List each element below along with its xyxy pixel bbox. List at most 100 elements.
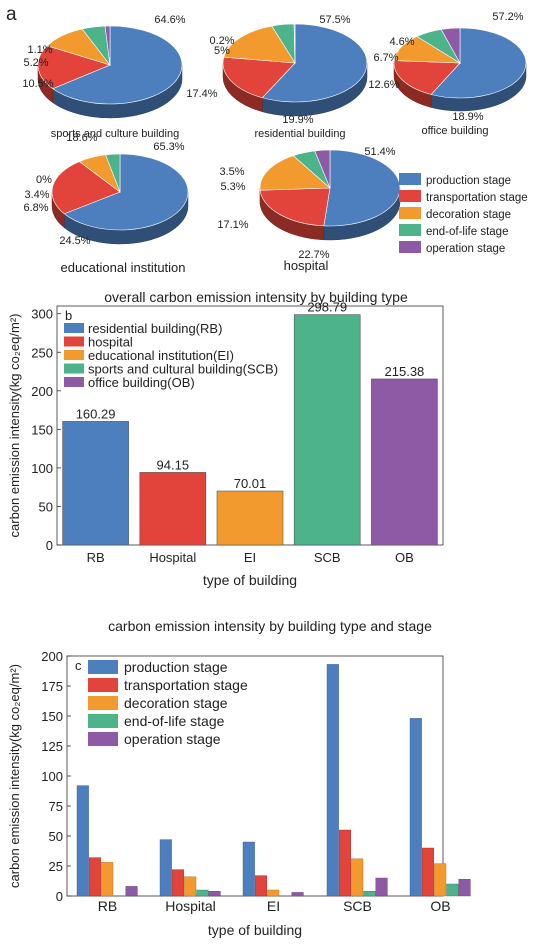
pie-slice-production-stage: [52, 25, 183, 105]
pie-slice-transportation-stage: [37, 45, 111, 90]
legend-label: educational institution(EI): [88, 348, 234, 363]
legend-label: transportation stage: [426, 192, 528, 204]
pie-slice-label: 3.5%: [219, 166, 244, 178]
pie-slice-label: 57.2%: [492, 11, 523, 23]
legend-swatch: [64, 363, 84, 374]
y-tick-label: 100: [31, 461, 53, 476]
pie-slice-transportation-stage: [259, 187, 331, 227]
bar-RB-production-stage: [76, 785, 89, 897]
pie-slice-label: 5%: [214, 45, 230, 57]
pie-slice-label: 0%: [36, 174, 52, 186]
legend-swatch: [399, 224, 421, 236]
pie-slice-label: 18.9%: [452, 111, 483, 123]
pie-4: 51.4% 22.7% 17.1% 5.3% 3.5% hospital: [217, 146, 401, 273]
bar-OB: [371, 378, 438, 546]
x-tick-label: EI: [267, 898, 280, 914]
bar-Hospital-decoration-stage: [184, 876, 197, 897]
pie-slice-decoration-stage: [259, 155, 331, 191]
pie-slice-end-of-life-stage: [105, 153, 121, 193]
legend-label: production stage: [124, 659, 228, 675]
pie-slice-label: 6.8%: [23, 202, 48, 214]
pie-title: hospital: [284, 258, 329, 273]
y-tick-label: 50: [39, 499, 53, 514]
bar-Hospital-end-of-life-stage: [196, 889, 209, 897]
panel-letter: c: [75, 658, 82, 673]
legend-label: sports and cultural building(SCB): [88, 362, 278, 377]
pie-slice-operation-stage: [293, 23, 296, 64]
y-tick-label: 250: [31, 345, 53, 360]
y-axis-label: carbon emission intensity(kg co₂eq/m²): [7, 664, 22, 888]
pie-slice-label: 5.2%: [23, 57, 48, 69]
pie-slice-operation-stage: [440, 27, 461, 65]
pie-slice-label: 17.4%: [186, 88, 217, 100]
bar-Hospital: [139, 472, 207, 546]
bar-OB-end-of-life-stage: [446, 883, 459, 897]
panel-b-overall-bar-chart: overall carbon emission intensity by bui…: [7, 289, 444, 588]
bar-EI-operation-stage: [291, 892, 304, 897]
legend-label: end-of-life stage: [426, 226, 508, 238]
x-tick-label: RB: [87, 550, 105, 565]
pie-slice-label: 1.1%: [27, 44, 52, 56]
y-tick-label: 150: [31, 422, 53, 437]
y-tick-label: 100: [41, 769, 63, 784]
legend-label: decoration stage: [426, 209, 511, 221]
bar-value-label: 70.01: [234, 476, 267, 491]
legend-swatch: [88, 678, 118, 692]
legend-swatch: [399, 190, 421, 202]
pie-slice-label: 24.5%: [59, 235, 90, 247]
pie-slice-production-stage: [430, 27, 527, 99]
y-tick-label: 125: [41, 739, 63, 754]
pie-3: 65.3% 24.5% 6.8%3.4% 0% educational institut…: [23, 141, 189, 275]
pie-slice-production-stage: [63, 153, 189, 231]
y-tick-label: 0: [56, 889, 63, 904]
legend-swatch: [88, 714, 118, 728]
legend-label: hospital: [88, 335, 133, 350]
bar-EI: [216, 490, 284, 546]
pie-slice-transportation-stage: [393, 60, 461, 95]
bar-SCB-operation-stage: [375, 877, 388, 897]
bar-value-label: 298.79: [307, 300, 347, 315]
pie-slice-label: 12.6%: [368, 79, 399, 91]
pie-slice-label: 57.5%: [319, 14, 350, 26]
bar-Hospital-operation-stage: [208, 891, 221, 897]
bar-EI-decoration-stage: [267, 889, 280, 897]
y-tick-label: 0: [46, 538, 53, 553]
pie-slice-label: 51.4%: [364, 146, 395, 158]
legend-label: end-of-life stage: [124, 713, 225, 729]
bar-RB: [62, 421, 129, 546]
legend-swatch: [64, 377, 84, 387]
y-tick-label: 300: [31, 307, 53, 322]
bar-value-label: 160.29: [76, 406, 116, 421]
chart-b-plot: 0 50 100 150 200 250 300 b carbon emission inten…: [7, 300, 444, 588]
chart-c-plot: 0 25 50 75 100 125 150 175 200 c carbon emission i…: [7, 649, 471, 938]
legend-label: operation stage: [426, 243, 505, 255]
bar-SCB-production-stage: [326, 664, 339, 897]
legend-swatch: [399, 173, 421, 185]
pie-title: educational institution: [60, 260, 185, 275]
pie-slice-label: 4.6%: [389, 36, 414, 48]
bar-value-label: 215.38: [385, 364, 425, 379]
x-tick-label: OB: [430, 898, 450, 914]
legend-swatch: [64, 323, 84, 333]
bar-SCB-decoration-stage: [351, 858, 364, 897]
y-tick-label: 200: [31, 384, 53, 399]
bar-SCB-end-of-life-stage: [363, 891, 376, 897]
x-axis-label: type of building: [208, 922, 302, 938]
x-tick-label: RB: [98, 898, 117, 914]
legend-swatch: [64, 336, 84, 347]
bar-RB-decoration-stage: [101, 862, 114, 897]
pie-title: residential building: [254, 128, 345, 140]
pie-slice-label: 18.6%: [66, 132, 97, 144]
bar-OB-operation-stage: [458, 879, 471, 897]
pie-0: 64.6% 18.6% 10.5% 5.2%1.1% sports and cultur…: [22, 14, 185, 144]
legend-label: production stage: [426, 175, 511, 187]
bar-OB-decoration-stage: [434, 863, 447, 897]
x-tick-label: SCB: [314, 550, 341, 565]
legend-swatch: [88, 696, 118, 710]
bar-Hospital-transportation-stage: [171, 869, 184, 897]
legend-label: operation stage: [124, 731, 221, 747]
legend-label: transportation stage: [124, 677, 248, 693]
bar-OB-production-stage: [409, 718, 422, 897]
y-tick-label: 75: [49, 799, 63, 814]
